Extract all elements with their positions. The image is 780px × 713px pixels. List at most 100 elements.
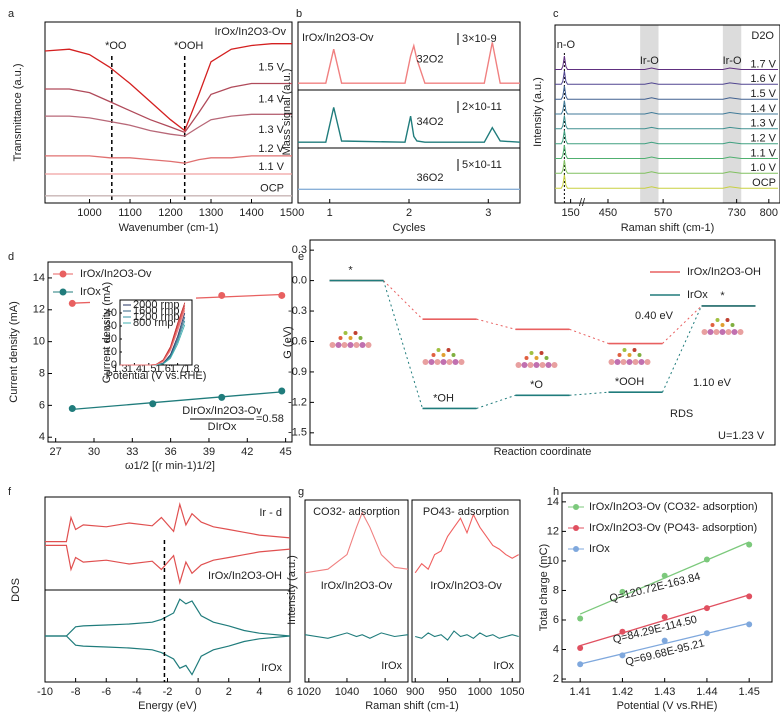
atom [338, 336, 343, 340]
y-axis-title: Current density (mA) [8, 301, 20, 402]
fit-line [72, 391, 282, 411]
y-tick-label: 8 [553, 584, 559, 596]
x-tick-label: 1000 [468, 686, 492, 698]
y-tick-label: 8 [39, 367, 45, 379]
y-tick-label: 14 [33, 272, 45, 284]
x-tick-label: -2 [163, 686, 173, 698]
marker-label: *OO [105, 40, 127, 52]
data-line [45, 502, 291, 543]
atom [359, 342, 366, 348]
data-point [746, 593, 753, 600]
atom [725, 318, 730, 322]
state-label: *O [530, 379, 543, 391]
x-tick-label: 570 [654, 207, 672, 219]
data-line [45, 155, 292, 164]
atom [539, 362, 546, 368]
x-tick-label: 1300 [199, 207, 223, 219]
atom [620, 359, 627, 365]
x-tick-label: -10 [37, 686, 53, 698]
x-tick-label: -6 [101, 686, 111, 698]
x-tick-label: 1.7 [170, 363, 185, 375]
atom [353, 331, 358, 335]
connector [383, 280, 423, 409]
x-tick-label: 450 [599, 207, 617, 219]
data-point [577, 661, 584, 668]
plot-frame [309, 239, 776, 446]
state-label: *OOH [615, 376, 644, 388]
ratio-value: =0.58 [256, 413, 284, 425]
atom [632, 348, 637, 352]
atom [533, 362, 540, 368]
legend-label: 800 rmp [133, 317, 173, 329]
data-line [45, 635, 291, 676]
panel-letter: h [553, 486, 559, 498]
plot-frame [44, 589, 291, 683]
x-tick-label: 1.41 [569, 686, 590, 698]
atom [707, 329, 714, 335]
y-axis-title: Transmittance (a.u.) [12, 63, 24, 161]
panel-letter: g [298, 486, 304, 498]
data-point [619, 628, 626, 635]
connector [569, 391, 609, 396]
x-tick-label: 1 [327, 207, 333, 219]
series-label: 1.2 V [750, 133, 776, 145]
series-label: 1.1 V [258, 161, 284, 173]
legend-label: IrOx/In2O3-Ov (CO32- adsorption) [589, 501, 758, 513]
x-tick-label: 1060 [373, 686, 397, 698]
y-tick-label: -0.6 [288, 335, 307, 347]
x-tick-label: 1400 [239, 207, 263, 219]
data-point [619, 588, 626, 595]
y-tick-label: 30 [105, 320, 117, 332]
panel-letter: d [8, 251, 14, 263]
atom [451, 353, 456, 357]
atom [534, 356, 539, 360]
legend-marker [59, 270, 67, 278]
legend-label: IrOx [80, 286, 101, 298]
x-tick-label: 42 [241, 446, 253, 458]
ratio-denominator: DIrOx [208, 421, 237, 433]
series-label: IrOx/In2O3-Ov [430, 580, 502, 592]
plot-frame [297, 147, 521, 204]
series-label: IrOx [493, 660, 514, 672]
atom [452, 359, 459, 365]
x-axis-title: Potential (V vs.RHE) [106, 370, 207, 382]
x-tick-label: 2 [226, 686, 232, 698]
marker-label: *OOH [174, 40, 203, 52]
atom [730, 323, 735, 327]
atom [713, 329, 720, 335]
data-point [661, 637, 668, 644]
legend-marker [59, 288, 67, 296]
panel-letter: f [8, 486, 12, 498]
atom [431, 353, 436, 357]
subplot-label: IrOx [261, 662, 282, 674]
data-point [661, 614, 668, 621]
x-tick-label: 1.44 [696, 686, 717, 698]
x-tick-label: 2 [406, 207, 412, 219]
data-line [45, 598, 291, 637]
atom [458, 359, 465, 365]
connector [383, 280, 423, 320]
y-tick-label: 12 [547, 525, 559, 537]
data-line [45, 113, 292, 137]
atom [440, 359, 447, 365]
data-point [703, 630, 710, 637]
panel-letter: c [553, 8, 559, 20]
x-tick-label: 0 [195, 686, 201, 698]
data-point [278, 291, 286, 299]
atom [617, 353, 622, 357]
atom [720, 323, 725, 327]
y-tick-label: 6 [553, 614, 559, 626]
data-line [555, 56, 778, 70]
axis-break: // [579, 197, 586, 209]
atom [644, 359, 651, 365]
data-point [619, 652, 626, 659]
series-label: 1.5 V [258, 62, 284, 74]
x-axis-title: Wavenumber (cm-1) [119, 222, 219, 234]
y-tick-label: -1.2 [288, 396, 307, 408]
y-tick-label: 12 [33, 304, 45, 316]
atom [544, 356, 549, 360]
x-tick-label: 800 [760, 207, 778, 219]
fit-label: Q=120.72E-163.84 [608, 571, 701, 605]
atom [515, 362, 522, 368]
x-tick-label: -4 [132, 686, 142, 698]
